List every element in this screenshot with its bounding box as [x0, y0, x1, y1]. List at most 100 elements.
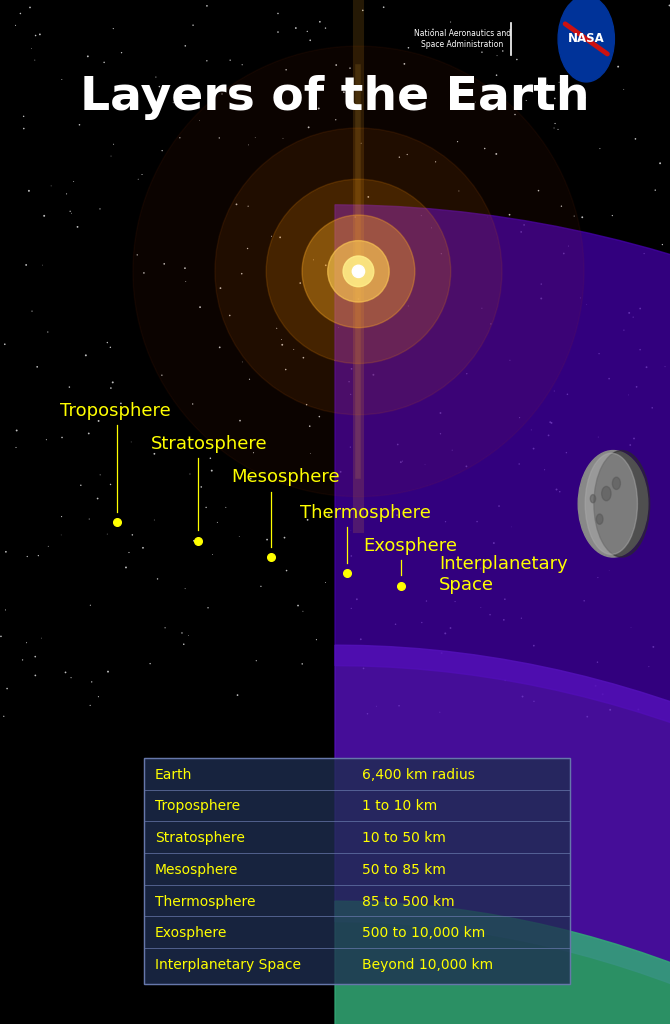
- Point: [500, 591, 511, 607]
- Point: [115, 395, 126, 412]
- Ellipse shape: [352, 265, 364, 278]
- Point: [346, 522, 356, 539]
- Point: [194, 113, 205, 129]
- Point: [395, 454, 406, 470]
- Point: [242, 241, 253, 257]
- Point: [510, 106, 521, 123]
- Point: [36, 630, 47, 646]
- Text: Troposphere: Troposphere: [60, 401, 171, 420]
- Point: [582, 709, 593, 725]
- Point: [443, 581, 454, 597]
- Point: [297, 655, 308, 672]
- Point: [639, 246, 649, 262]
- Point: [295, 274, 306, 291]
- Text: Exosphere: Exosphere: [363, 537, 457, 555]
- Point: [419, 457, 430, 473]
- Point: [440, 626, 451, 642]
- Point: [579, 593, 590, 609]
- Point: [335, 464, 346, 480]
- Point: [625, 437, 636, 454]
- Bar: [144, 758, 570, 984]
- Point: [304, 418, 315, 434]
- Point: [17, 651, 28, 668]
- Point: [647, 399, 657, 416]
- Point: [38, 257, 48, 273]
- Point: [505, 207, 515, 223]
- Point: [23, 182, 34, 199]
- Point: [628, 309, 639, 326]
- Point: [56, 72, 67, 88]
- Point: [461, 458, 472, 474]
- Point: [234, 413, 245, 429]
- Point: [482, 209, 493, 225]
- Point: [618, 81, 629, 97]
- Point: [85, 597, 96, 613]
- Text: 10 to 50 km: 10 to 50 km: [362, 831, 446, 845]
- Circle shape: [558, 0, 614, 82]
- Point: [526, 422, 537, 438]
- Point: [33, 548, 44, 564]
- Point: [94, 201, 105, 217]
- Point: [237, 56, 247, 73]
- Point: [72, 219, 83, 236]
- Point: [66, 205, 77, 221]
- Point: [224, 307, 235, 324]
- Point: [660, 358, 670, 375]
- Point: [598, 686, 608, 702]
- Point: [590, 678, 601, 694]
- Point: [145, 655, 155, 672]
- Point: [107, 374, 118, 390]
- Point: [514, 456, 525, 472]
- Point: [225, 52, 236, 69]
- Point: [26, 40, 37, 56]
- Point: [379, 0, 389, 15]
- Point: [561, 444, 572, 461]
- Point: [0, 336, 10, 352]
- Point: [450, 593, 460, 609]
- Point: [403, 40, 414, 56]
- Point: [346, 548, 356, 564]
- Point: [212, 514, 222, 530]
- Point: [121, 559, 131, 575]
- Point: [11, 439, 21, 456]
- Point: [149, 512, 159, 528]
- Point: [346, 600, 356, 616]
- Point: [281, 61, 291, 78]
- Point: [557, 47, 567, 63]
- Point: [305, 32, 316, 48]
- Point: [27, 303, 38, 319]
- Point: [43, 539, 54, 555]
- Text: Thermosphere: Thermosphere: [155, 895, 255, 908]
- Text: Stratosphere: Stratosphere: [155, 831, 245, 845]
- Point: [498, 611, 509, 628]
- Point: [29, 52, 40, 69]
- Point: [216, 86, 227, 102]
- Point: [1, 544, 11, 560]
- Point: [362, 706, 373, 722]
- Point: [126, 434, 137, 451]
- Point: [22, 548, 33, 564]
- Point: [188, 396, 198, 413]
- Text: 6,400 km radius: 6,400 km radius: [362, 768, 474, 781]
- Point: [470, 94, 480, 111]
- Point: [345, 439, 356, 456]
- Point: [157, 367, 168, 383]
- Point: [56, 508, 67, 524]
- Point: [0, 709, 9, 725]
- Point: [56, 526, 66, 543]
- Text: Beyond 10,000 km: Beyond 10,000 km: [362, 958, 493, 972]
- Point: [363, 188, 374, 205]
- Point: [549, 90, 560, 106]
- Point: [533, 182, 544, 199]
- Point: [416, 208, 427, 224]
- Point: [426, 220, 437, 237]
- Point: [517, 688, 528, 705]
- Point: [281, 562, 292, 579]
- Point: [214, 339, 225, 355]
- Point: [605, 701, 616, 718]
- Text: 85 to 500 km: 85 to 500 km: [362, 895, 454, 908]
- Point: [345, 386, 356, 402]
- Point: [360, 505, 371, 521]
- Point: [108, 20, 119, 37]
- Point: [39, 208, 50, 224]
